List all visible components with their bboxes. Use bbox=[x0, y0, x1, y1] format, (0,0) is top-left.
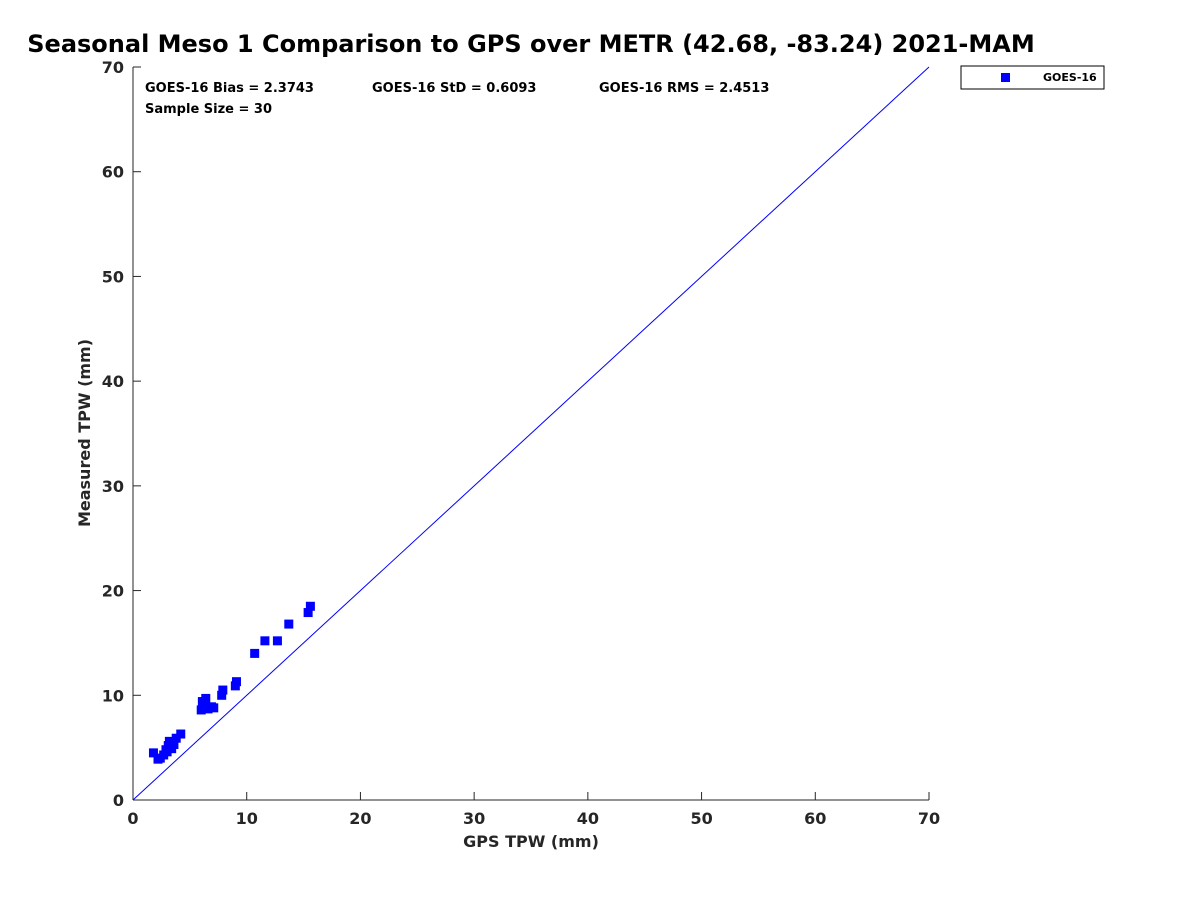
data-point bbox=[201, 693, 211, 703]
data-point bbox=[164, 736, 174, 746]
x-tick-label: 20 bbox=[349, 809, 371, 828]
stat-rms: GOES-16 RMS = 2.4513 bbox=[599, 81, 769, 96]
data-point bbox=[199, 701, 209, 711]
y-tick-label: 70 bbox=[102, 58, 124, 77]
data-point bbox=[176, 729, 186, 739]
data-point bbox=[217, 690, 227, 700]
x-tick-label: 40 bbox=[577, 809, 599, 828]
data-point bbox=[250, 648, 260, 658]
data-point bbox=[305, 601, 315, 611]
y-tick-label: 20 bbox=[102, 582, 124, 601]
data-point bbox=[272, 636, 282, 646]
data-point bbox=[218, 685, 228, 695]
data-point bbox=[169, 740, 179, 750]
x-tick-label: 70 bbox=[918, 809, 940, 828]
x-tick-label: 60 bbox=[804, 809, 826, 828]
legend-marker bbox=[1001, 73, 1010, 82]
data-point bbox=[148, 748, 158, 758]
data-point bbox=[209, 703, 219, 713]
data-point bbox=[171, 733, 181, 743]
x-axis-label: GPS TPW (mm) bbox=[463, 832, 599, 851]
x-tick-label: 30 bbox=[463, 809, 485, 828]
data-point bbox=[231, 677, 241, 687]
stat-sample-size: Sample Size = 30 bbox=[145, 102, 272, 117]
legend-box bbox=[960, 65, 1105, 90]
stat-std: GOES-16 StD = 0.6093 bbox=[372, 81, 536, 96]
y-tick-label: 30 bbox=[102, 477, 124, 496]
y-tick-label: 40 bbox=[102, 372, 124, 391]
data-point bbox=[260, 636, 270, 646]
legend-label: GOES-16 bbox=[1043, 71, 1097, 84]
y-axis-label: Measured TPW (mm) bbox=[75, 339, 94, 527]
x-tick-label: 50 bbox=[690, 809, 712, 828]
y-tick-label: 10 bbox=[102, 686, 124, 705]
stat-bias: GOES-16 Bias = 2.3743 bbox=[145, 81, 314, 96]
y-tick-label: 60 bbox=[102, 163, 124, 182]
axes: 0 10 20 30 40 50 60 70 0 10 20 30 40 50 60 70 bbox=[102, 58, 940, 828]
x-tick-label: 10 bbox=[236, 809, 258, 828]
data-point bbox=[284, 619, 294, 629]
y-tick-label: 50 bbox=[102, 267, 124, 286]
data-point bbox=[303, 608, 313, 618]
chart-title: Seasonal Meso 1 Comparison to GPS over M… bbox=[27, 30, 1035, 58]
y-tick-label: 0 bbox=[113, 791, 124, 810]
legend: GOES-16 bbox=[960, 65, 1105, 90]
one-to-one-line bbox=[132, 66, 930, 801]
data-marks bbox=[132, 66, 930, 801]
x-tick-label: 0 bbox=[127, 809, 138, 828]
